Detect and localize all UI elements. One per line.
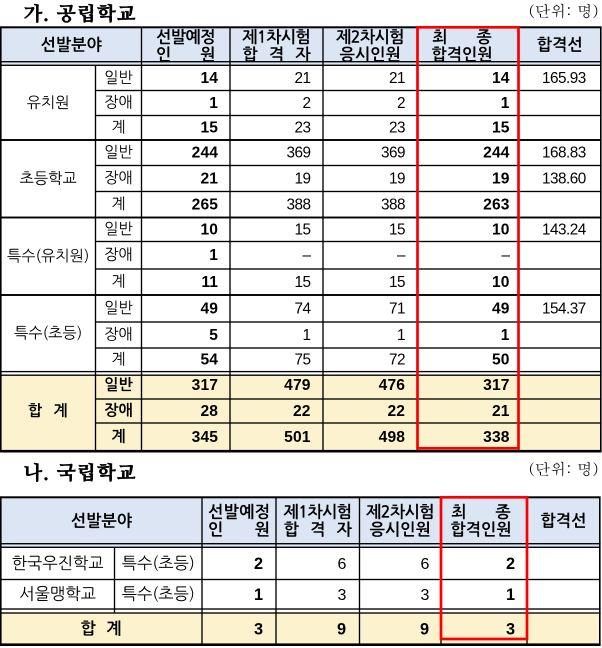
svg-text:75: 75 [294,352,310,369]
svg-text:10: 10 [492,221,510,238]
svg-text:49: 49 [200,300,218,317]
svg-text:72: 72 [389,352,405,369]
svg-text:6: 6 [338,556,347,573]
svg-text:–: – [501,247,510,264]
svg-text:23: 23 [294,120,310,137]
svg-text:369: 369 [381,145,405,162]
svg-text:1: 1 [209,95,218,112]
svg-text:1: 1 [506,586,515,604]
svg-text:263: 263 [483,196,510,213]
svg-text:14: 14 [200,70,218,87]
svg-text:10: 10 [492,274,510,291]
svg-text:15: 15 [389,221,405,238]
svg-text:21: 21 [200,170,218,187]
svg-text:9: 9 [337,620,346,638]
svg-text:22: 22 [387,403,405,420]
svg-text:74: 74 [294,300,311,317]
svg-text:–: – [397,247,406,264]
svg-text:244: 244 [483,145,510,162]
svg-text:2: 2 [254,555,263,573]
svg-text:–: – [302,247,311,264]
svg-text:2: 2 [506,555,515,573]
svg-text:1: 1 [302,327,310,344]
svg-text:6: 6 [421,556,430,573]
svg-text:2: 2 [302,95,310,112]
svg-text:5: 5 [209,327,218,344]
svg-text:168.83: 168.83 [542,145,586,162]
svg-text:21: 21 [492,403,510,420]
svg-text:15: 15 [492,120,510,137]
svg-text:154.37: 154.37 [542,300,586,317]
svg-text:388: 388 [286,196,310,213]
svg-text:10: 10 [200,221,218,238]
svg-text:23: 23 [389,120,405,137]
svg-text:21: 21 [294,70,310,87]
svg-text:3: 3 [338,587,347,604]
svg-text:317: 317 [192,377,218,394]
svg-text:11: 11 [201,274,218,291]
svg-text:476: 476 [379,377,406,394]
svg-text:317: 317 [483,377,509,394]
svg-text:15: 15 [294,274,310,291]
svg-text:345: 345 [192,429,219,446]
svg-text:15: 15 [294,221,310,238]
svg-text:338: 338 [483,429,510,446]
svg-text:15: 15 [200,120,218,137]
svg-text:19: 19 [492,170,510,187]
svg-text:1: 1 [501,95,510,112]
svg-text:50: 50 [492,352,510,369]
svg-text:9: 9 [420,620,429,638]
svg-text:165.93: 165.93 [542,70,586,87]
svg-text:49: 49 [492,300,510,317]
svg-text:15: 15 [389,274,405,291]
svg-text:369: 369 [286,145,310,162]
svg-text:54: 54 [200,352,218,369]
svg-text:479: 479 [284,377,311,394]
svg-text:143.24: 143.24 [542,221,587,238]
svg-text:19: 19 [389,170,405,187]
svg-text:1: 1 [397,327,405,344]
svg-text:1: 1 [501,327,510,344]
svg-text:388: 388 [381,196,405,213]
svg-text:244: 244 [192,145,219,162]
svg-text:265: 265 [192,196,219,213]
svg-text:3: 3 [421,587,430,604]
svg-text:501: 501 [284,429,311,446]
svg-text:3: 3 [254,620,263,638]
svg-text:19: 19 [294,170,310,187]
svg-text:14: 14 [492,70,510,87]
svg-text:22: 22 [293,403,311,420]
svg-text:28: 28 [200,403,218,420]
svg-text:498: 498 [379,429,406,446]
svg-text:2: 2 [397,95,405,112]
svg-text:1: 1 [254,586,263,604]
svg-text:1: 1 [209,247,218,264]
svg-text:71: 71 [389,300,405,317]
svg-text:138.60: 138.60 [542,170,586,187]
svg-text:21: 21 [389,70,405,87]
svg-text:3: 3 [506,620,515,638]
